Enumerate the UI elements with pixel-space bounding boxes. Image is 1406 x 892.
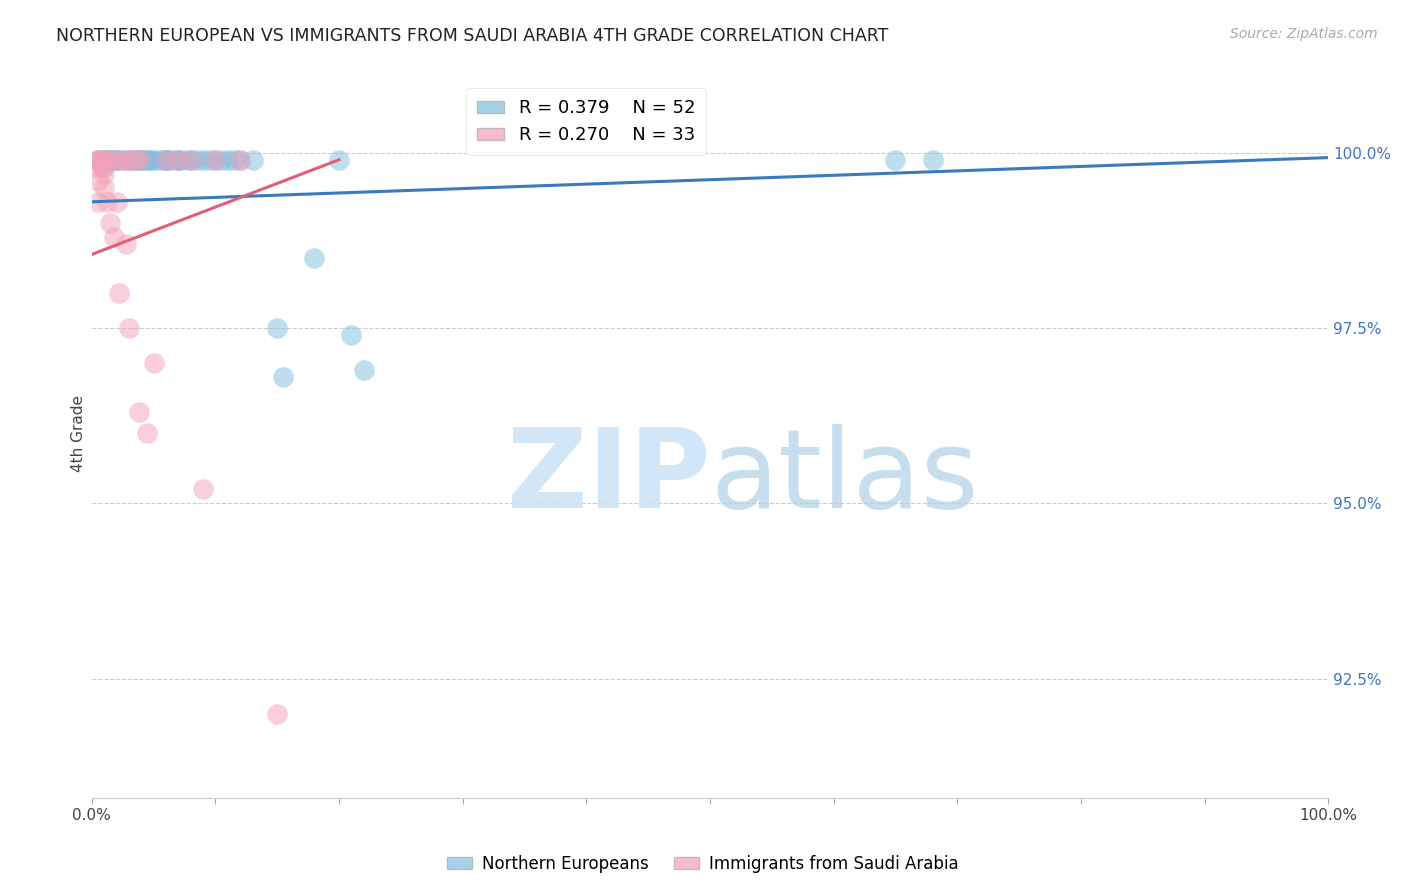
- Point: [98, 153, 121, 167]
- Point: [191, 153, 214, 167]
- Text: Source: ZipAtlas.com: Source: ZipAtlas.com: [1230, 27, 1378, 41]
- Point: [115, 236, 138, 251]
- Point: [128, 153, 150, 167]
- Point: [204, 153, 226, 167]
- Point: [118, 153, 141, 167]
- Point: [170, 153, 193, 167]
- Text: ZIP: ZIP: [506, 424, 710, 531]
- Y-axis label: 4th Grade: 4th Grade: [72, 395, 86, 472]
- Point: [155, 153, 177, 167]
- Point: [167, 153, 190, 167]
- Point: [87, 194, 110, 209]
- Point: [124, 153, 146, 167]
- Point: [87, 153, 110, 167]
- Point: [87, 160, 110, 174]
- Point: [108, 285, 131, 300]
- Point: [155, 153, 177, 167]
- Point: [93, 153, 115, 167]
- Point: [149, 153, 172, 167]
- Point: [93, 181, 115, 195]
- Point: [273, 370, 295, 384]
- Point: [142, 356, 165, 370]
- Point: [304, 251, 326, 265]
- Point: [217, 153, 239, 167]
- Point: [105, 153, 128, 167]
- Point: [93, 167, 115, 181]
- Point: [129, 153, 152, 167]
- Point: [105, 194, 128, 209]
- Point: [160, 153, 183, 167]
- Point: [105, 153, 128, 167]
- Point: [186, 153, 208, 167]
- Point: [177, 153, 200, 167]
- Point: [328, 153, 350, 167]
- Text: NORTHERN EUROPEAN VS IMMIGRANTS FROM SAUDI ARABIA 4TH GRADE CORRELATION CHART: NORTHERN EUROPEAN VS IMMIGRANTS FROM SAU…: [56, 27, 889, 45]
- Point: [103, 153, 125, 167]
- Point: [129, 153, 152, 167]
- Point: [90, 160, 112, 174]
- Point: [884, 153, 907, 167]
- Point: [198, 153, 221, 167]
- Point: [118, 153, 141, 167]
- Point: [96, 153, 118, 167]
- Point: [108, 153, 131, 167]
- Point: [266, 321, 288, 335]
- Point: [136, 426, 159, 441]
- Legend: Northern Europeans, Immigrants from Saudi Arabia: Northern Europeans, Immigrants from Saud…: [440, 848, 966, 880]
- Point: [211, 153, 233, 167]
- Point: [204, 153, 226, 167]
- Point: [96, 194, 118, 209]
- Point: [111, 153, 134, 167]
- Point: [87, 153, 110, 167]
- Point: [921, 153, 943, 167]
- Point: [118, 153, 141, 167]
- Point: [167, 153, 190, 167]
- Point: [229, 153, 252, 167]
- Point: [129, 153, 152, 167]
- Point: [180, 153, 202, 167]
- Point: [152, 153, 174, 167]
- Point: [142, 153, 165, 167]
- Point: [136, 153, 159, 167]
- Point: [124, 153, 146, 167]
- Point: [229, 153, 252, 167]
- Point: [90, 153, 112, 167]
- Point: [180, 153, 202, 167]
- Point: [87, 174, 110, 188]
- Point: [157, 153, 180, 167]
- Point: [155, 153, 177, 167]
- Point: [103, 230, 125, 244]
- Point: [90, 153, 112, 167]
- Point: [242, 153, 264, 167]
- Point: [98, 153, 121, 167]
- Point: [353, 363, 375, 377]
- Point: [139, 153, 162, 167]
- Text: atlas: atlas: [710, 424, 979, 531]
- Point: [111, 153, 134, 167]
- Point: [340, 328, 363, 343]
- Point: [132, 153, 155, 167]
- Point: [87, 153, 110, 167]
- Legend: R = 0.379    N = 52, R = 0.270    N = 33: R = 0.379 N = 52, R = 0.270 N = 33: [467, 88, 706, 155]
- Point: [98, 216, 121, 230]
- Point: [191, 483, 214, 497]
- Point: [266, 706, 288, 721]
- Point: [124, 153, 146, 167]
- Point: [93, 160, 115, 174]
- Point: [128, 405, 150, 419]
- Point: [98, 153, 121, 167]
- Point: [136, 153, 159, 167]
- Point: [222, 153, 245, 167]
- Point: [167, 153, 190, 167]
- Point: [118, 321, 141, 335]
- Point: [105, 153, 128, 167]
- Point: [93, 153, 115, 167]
